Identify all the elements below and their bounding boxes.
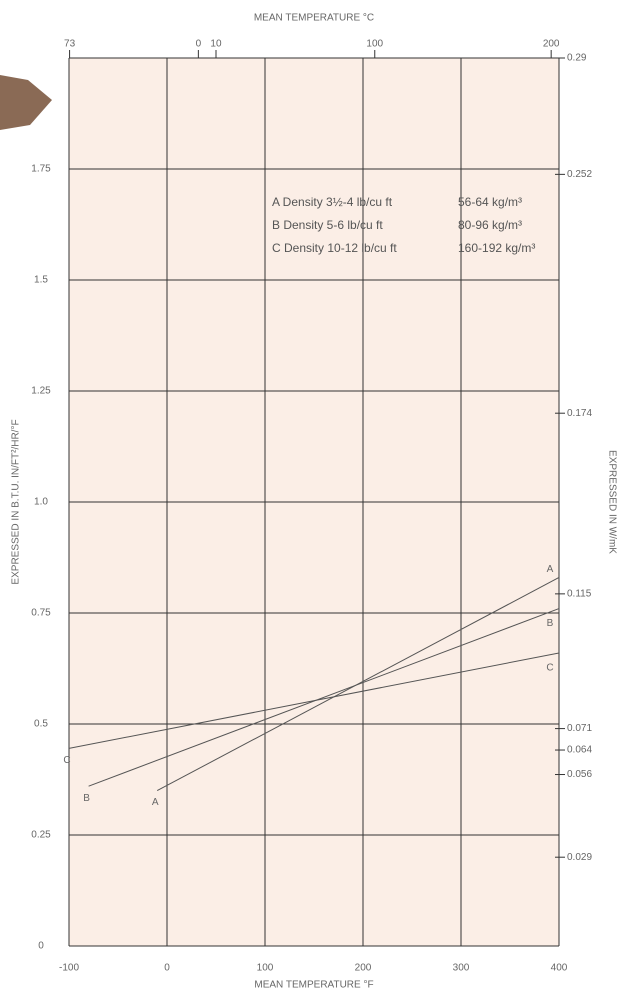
y-tick-label: 0.25 bbox=[31, 830, 51, 841]
chart: MEAN TEMPERATURE °C MEAN TEMPERATURE °F … bbox=[0, 0, 622, 997]
y-tick-label: 0 bbox=[38, 941, 44, 952]
series-label: A bbox=[547, 564, 554, 575]
y2-tick-label: 0.029 bbox=[567, 852, 592, 863]
y-tick-label: 1.0 bbox=[34, 497, 48, 508]
y-tick-label: 1.5 bbox=[34, 275, 48, 286]
y2-tick-label: 0.064 bbox=[567, 745, 592, 756]
x-axis-title: MEAN TEMPERATURE °F bbox=[254, 980, 373, 991]
x2-tick-label: 0 bbox=[196, 39, 202, 50]
series-label: B bbox=[547, 618, 554, 629]
series-label: C bbox=[63, 755, 70, 766]
series-label: A bbox=[152, 797, 159, 808]
y-tick-label: 0.5 bbox=[34, 719, 48, 730]
x2-tick-label: 73 bbox=[64, 39, 76, 50]
x-tick-label: 400 bbox=[551, 963, 568, 974]
y-tick-label: 1.25 bbox=[31, 386, 51, 397]
x-tick-label: 100 bbox=[257, 963, 274, 974]
series-label: C bbox=[546, 663, 553, 674]
y-tick-label: 1.75 bbox=[31, 164, 51, 175]
y2-tick-label: 0.29 bbox=[567, 53, 587, 64]
x2-tick-label: 200 bbox=[543, 39, 560, 50]
y2-tick-label: 0.252 bbox=[567, 169, 592, 180]
legend-text: 160-192 kg/m³ bbox=[458, 241, 535, 255]
y2-tick-label: 0.056 bbox=[567, 769, 592, 780]
x2-tick-label: 10 bbox=[210, 39, 222, 50]
legend-text: 56-64 kg/m³ bbox=[458, 195, 522, 209]
y-axis-title: EXPRESSED IN B.T.U. IN/FT²/HR/°F bbox=[11, 419, 22, 584]
top-axis-title: MEAN TEMPERATURE °C bbox=[254, 13, 374, 24]
x2-tick-label: 100 bbox=[366, 39, 383, 50]
x-tick-label: -100 bbox=[59, 963, 79, 974]
legend-text: 80-96 kg/m³ bbox=[458, 218, 522, 232]
x-tick-label: 300 bbox=[453, 963, 470, 974]
legend-text: A Density 3½-4 lb/cu ft bbox=[272, 195, 393, 209]
y2-tick-label: 0.115 bbox=[567, 589, 592, 600]
y-tick-label: 0.75 bbox=[31, 608, 51, 619]
y2-tick-label: 0.174 bbox=[567, 408, 592, 419]
x-tick-label: 200 bbox=[355, 963, 372, 974]
y2-tick-label: 0.071 bbox=[567, 723, 592, 734]
y2-axis-title: EXPRESSED IN W/mK bbox=[606, 450, 617, 554]
legend-text: B Density 5-6 lb/cu ft bbox=[272, 218, 383, 232]
legend-text: C Density 10-12 lb/cu ft bbox=[272, 241, 397, 255]
series-label: B bbox=[83, 793, 90, 804]
x-tick-label: 0 bbox=[164, 963, 170, 974]
decoration bbox=[0, 75, 52, 130]
